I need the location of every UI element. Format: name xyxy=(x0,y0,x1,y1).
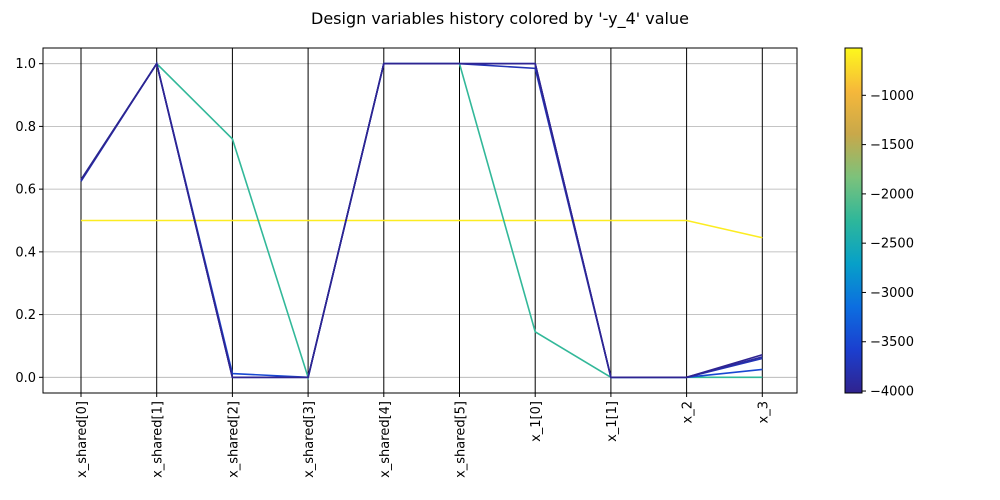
y-tick-labels: 0.0 0.2 0.4 0.6 0.8 1.0 xyxy=(15,57,43,386)
colorbar-tick-label: −3000 xyxy=(870,286,914,301)
x-tick-label: x_shared[2] xyxy=(226,401,241,478)
series-lines xyxy=(80,61,763,381)
x-tick-label: x_shared[1] xyxy=(151,401,166,478)
colorbar-tick-label: −2500 xyxy=(870,237,914,252)
y-tick-label: 0.0 xyxy=(15,371,36,386)
colorbar-tick-label: −2000 xyxy=(870,187,914,202)
y-tick-label: 0.6 xyxy=(15,183,36,198)
x-tick-label: x_3 xyxy=(756,401,771,423)
x-tick-label: x_2 xyxy=(681,401,696,423)
series-line xyxy=(81,219,763,239)
x-tick-label: x_1[1] xyxy=(605,401,620,442)
x-tick-label: x_shared[5] xyxy=(454,401,469,478)
colorbar-bar xyxy=(844,47,863,394)
y-tick-label: 0.8 xyxy=(15,120,36,135)
y-tick-label: 0.2 xyxy=(15,308,36,323)
x-tick-label: x_shared[3] xyxy=(302,401,317,478)
colorbar-tick-label: −3500 xyxy=(870,335,914,350)
x-tick-label: x_1[0] xyxy=(529,401,544,442)
colorbar-tick-label: −1000 xyxy=(870,89,914,104)
plot-area-frame xyxy=(42,47,798,394)
x-tick-labels: x_shared[0] x_shared[1] x_shared[2] x_share… xyxy=(75,393,771,478)
y-tick-label: 1.0 xyxy=(15,57,36,72)
y-tick-label: 0.4 xyxy=(15,245,36,260)
chart-title: Design variables history colored by '-y_… xyxy=(311,9,689,29)
x-tick-label: x_shared[4] xyxy=(378,401,393,478)
colorbar-tick-label: −1500 xyxy=(870,138,914,153)
x-tick-label: x_shared[0] xyxy=(75,401,90,478)
colorbar-tick-label: −4000 xyxy=(870,385,914,400)
colorbar: −1000 −1500 −2000 −2500 −3000 −3500 −4000 xyxy=(844,47,914,400)
series-line xyxy=(80,61,763,379)
